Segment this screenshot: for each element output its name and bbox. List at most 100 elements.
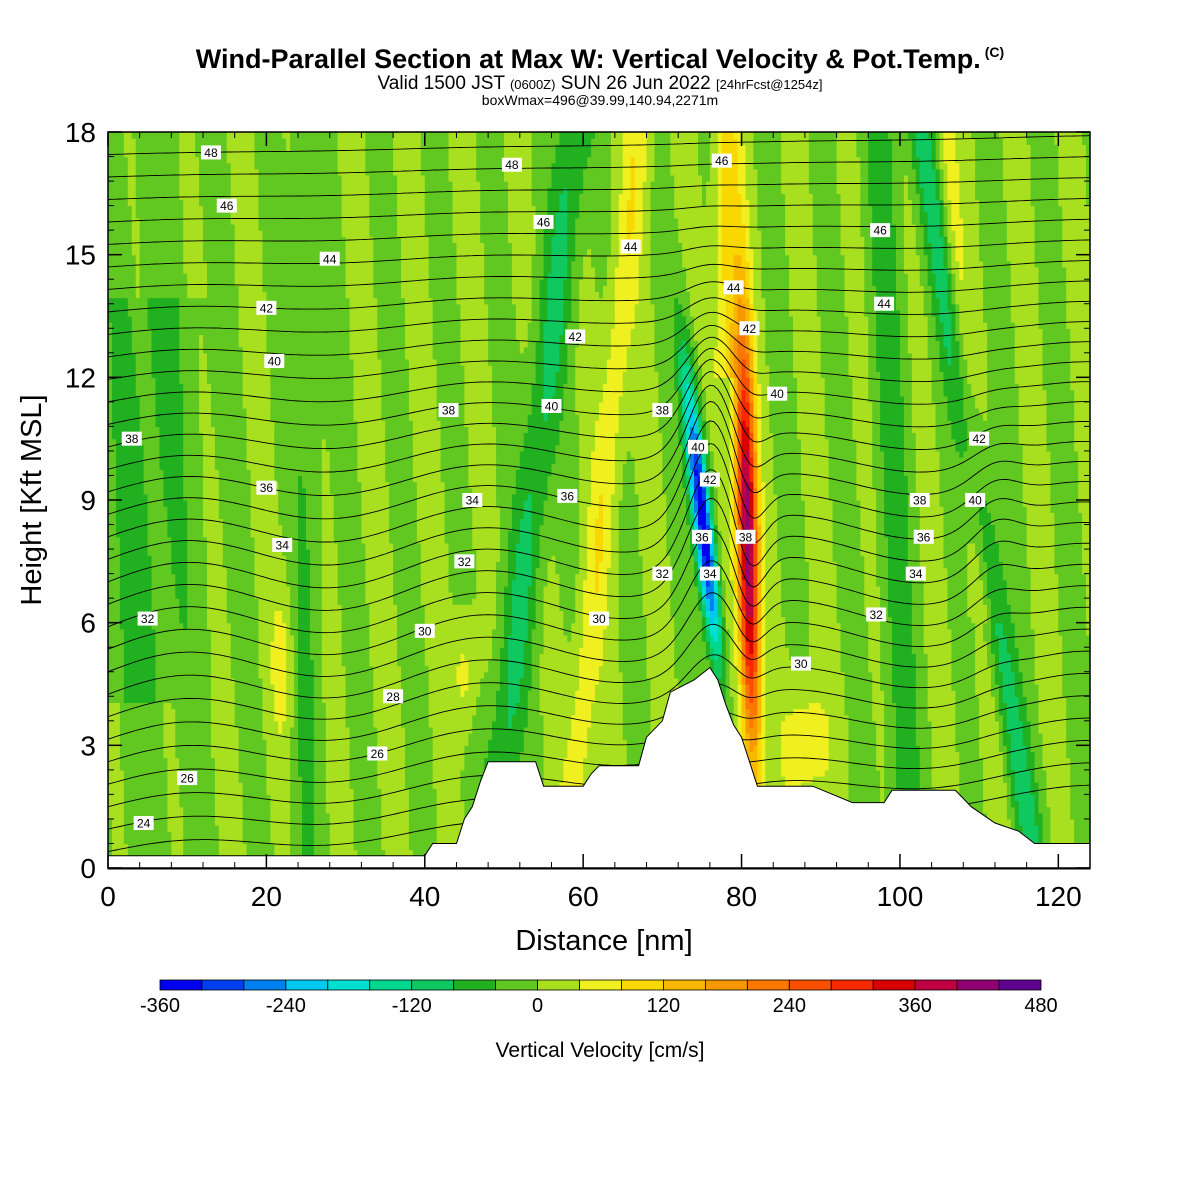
velocity-cell — [226, 592, 232, 599]
velocity-cell — [262, 542, 267, 550]
velocity-cell — [163, 358, 168, 366]
velocity-cell — [115, 812, 121, 820]
velocity-cell — [187, 457, 192, 464]
velocity-cell — [131, 377, 137, 385]
velocity-cell — [254, 579, 260, 587]
velocity-cell — [199, 720, 204, 728]
velocity-cell — [218, 542, 224, 550]
velocity-cell — [203, 328, 208, 335]
velocity-cell — [115, 524, 121, 532]
velocity-cell — [238, 806, 244, 814]
velocity-cell — [143, 653, 149, 661]
velocity-cell — [119, 812, 125, 820]
velocity-cell — [108, 444, 113, 452]
velocity-cell — [179, 690, 184, 697]
velocity-cell — [191, 592, 196, 599]
velocity-cell — [238, 763, 244, 771]
velocity-cell — [250, 346, 256, 354]
velocity-cell — [254, 592, 260, 599]
velocity-cell — [203, 647, 208, 654]
velocity-cell — [155, 549, 161, 556]
velocity-cell — [155, 224, 161, 231]
velocity-cell — [123, 825, 129, 832]
velocity-cell — [111, 818, 117, 826]
velocity-cell — [171, 536, 176, 544]
velocity-cell — [218, 647, 224, 654]
velocity-cell — [127, 389, 133, 397]
velocity-cell — [199, 395, 204, 403]
velocity-cell — [151, 794, 157, 802]
velocity-cell — [258, 849, 264, 857]
velocity-cell — [143, 266, 149, 274]
velocity-cell — [230, 469, 236, 477]
velocity-cell — [175, 720, 180, 728]
velocity-cell — [127, 401, 133, 409]
velocity-cell — [246, 671, 252, 679]
velocity-cell — [127, 475, 133, 483]
velocity-cell — [179, 187, 184, 194]
velocity-cell — [218, 408, 224, 415]
velocity-cell — [171, 849, 176, 857]
velocity-cell — [163, 463, 168, 470]
velocity-cell — [270, 555, 275, 562]
velocity-cell — [179, 524, 184, 532]
velocity-cell — [210, 291, 216, 299]
velocity-cell — [270, 585, 275, 593]
velocity-cell — [147, 567, 153, 575]
velocity-cell — [222, 837, 228, 845]
velocity-cell — [108, 328, 113, 335]
velocity-cell — [151, 763, 157, 771]
velocity-cell — [226, 395, 232, 403]
velocity-cell — [206, 549, 212, 556]
velocity-cell — [250, 622, 256, 630]
velocity-cell — [258, 745, 264, 753]
velocity-cell — [155, 205, 161, 213]
velocity-cell — [159, 726, 165, 734]
velocity-cell — [171, 217, 176, 225]
velocity-cell — [115, 328, 121, 335]
velocity-cell — [115, 316, 121, 323]
velocity-cell — [151, 450, 157, 458]
velocity-cell — [155, 622, 161, 630]
velocity-cell — [108, 273, 113, 280]
velocity-cell — [195, 598, 200, 605]
velocity-cell — [119, 757, 125, 765]
velocity-cell — [131, 174, 137, 182]
velocity-cell — [226, 420, 232, 427]
velocity-cell — [191, 733, 196, 740]
velocity-cell — [210, 592, 216, 599]
velocity-cell — [191, 763, 196, 771]
velocity-cell — [171, 481, 176, 489]
velocity-cell — [159, 812, 165, 820]
velocity-cell — [270, 506, 275, 513]
velocity-cell — [163, 690, 168, 697]
velocity-cell — [159, 450, 165, 458]
velocity-cell — [179, 358, 184, 366]
velocity-cell — [226, 230, 232, 237]
velocity-cell — [171, 230, 176, 237]
velocity-cell — [199, 806, 204, 814]
velocity-cell — [242, 475, 248, 483]
velocity-cell — [246, 205, 252, 213]
velocity-cell — [199, 837, 204, 845]
velocity-cell — [210, 414, 216, 421]
velocity-cell — [210, 800, 216, 808]
velocity-cell — [179, 291, 184, 299]
velocity-cell — [108, 561, 113, 569]
velocity-cell — [143, 395, 149, 403]
velocity-cell — [147, 438, 153, 446]
velocity-cell — [147, 745, 153, 753]
velocity-cell — [151, 389, 157, 397]
velocity-cell — [179, 144, 184, 151]
velocity-cell — [187, 806, 192, 814]
velocity-cell — [195, 751, 200, 759]
velocity-cell — [203, 334, 208, 342]
velocity-cell — [111, 420, 117, 427]
velocity-cell — [210, 579, 216, 587]
velocity-cell — [230, 414, 236, 421]
velocity-cell — [155, 273, 161, 280]
velocity-cell — [195, 224, 200, 231]
velocity-cell — [155, 690, 161, 697]
velocity-cell — [143, 604, 149, 611]
velocity-cell — [234, 831, 240, 838]
